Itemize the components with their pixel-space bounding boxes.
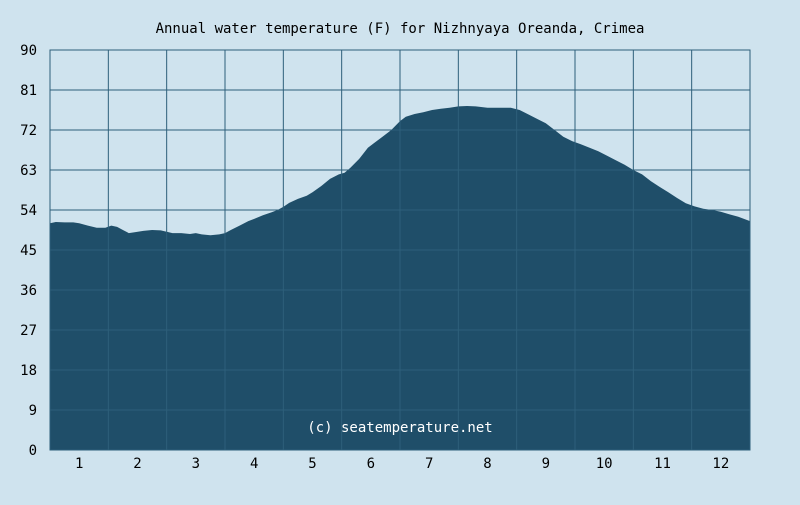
x-tick-label: 4 xyxy=(250,456,258,472)
chart-title: Annual water temperature (F) for Nizhnya… xyxy=(156,21,645,37)
y-tick-label: 18 xyxy=(20,363,37,379)
x-tick-label: 7 xyxy=(425,456,433,472)
plot-border xyxy=(49,49,751,451)
y-tick-label: 90 xyxy=(20,43,37,59)
y-tick-label: 27 xyxy=(20,323,37,339)
x-tick-label: 10 xyxy=(596,456,613,472)
x-tick-label: 3 xyxy=(192,456,200,472)
x-tick-label: 6 xyxy=(367,456,375,472)
y-tick-label: 54 xyxy=(20,203,37,219)
copyright-annotation: (c) seatemperature.net xyxy=(307,420,492,436)
x-tick-label: 8 xyxy=(483,456,491,472)
x-tick-label: 12 xyxy=(712,456,729,472)
x-tick-label: 9 xyxy=(542,456,550,472)
y-tick-label: 36 xyxy=(20,283,37,299)
y-tick-label: 81 xyxy=(20,83,37,99)
y-tick-label: 9 xyxy=(29,403,37,419)
x-tick-label: 5 xyxy=(308,456,316,472)
x-tick-label: 1 xyxy=(75,456,83,472)
y-tick-label: 45 xyxy=(20,243,37,259)
x-tick-label: 2 xyxy=(133,456,141,472)
y-tick-label: 63 xyxy=(20,163,37,179)
y-tick-label: 72 xyxy=(20,123,37,139)
y-tick-label: 0 xyxy=(29,443,37,459)
x-tick-label: 11 xyxy=(654,456,671,472)
